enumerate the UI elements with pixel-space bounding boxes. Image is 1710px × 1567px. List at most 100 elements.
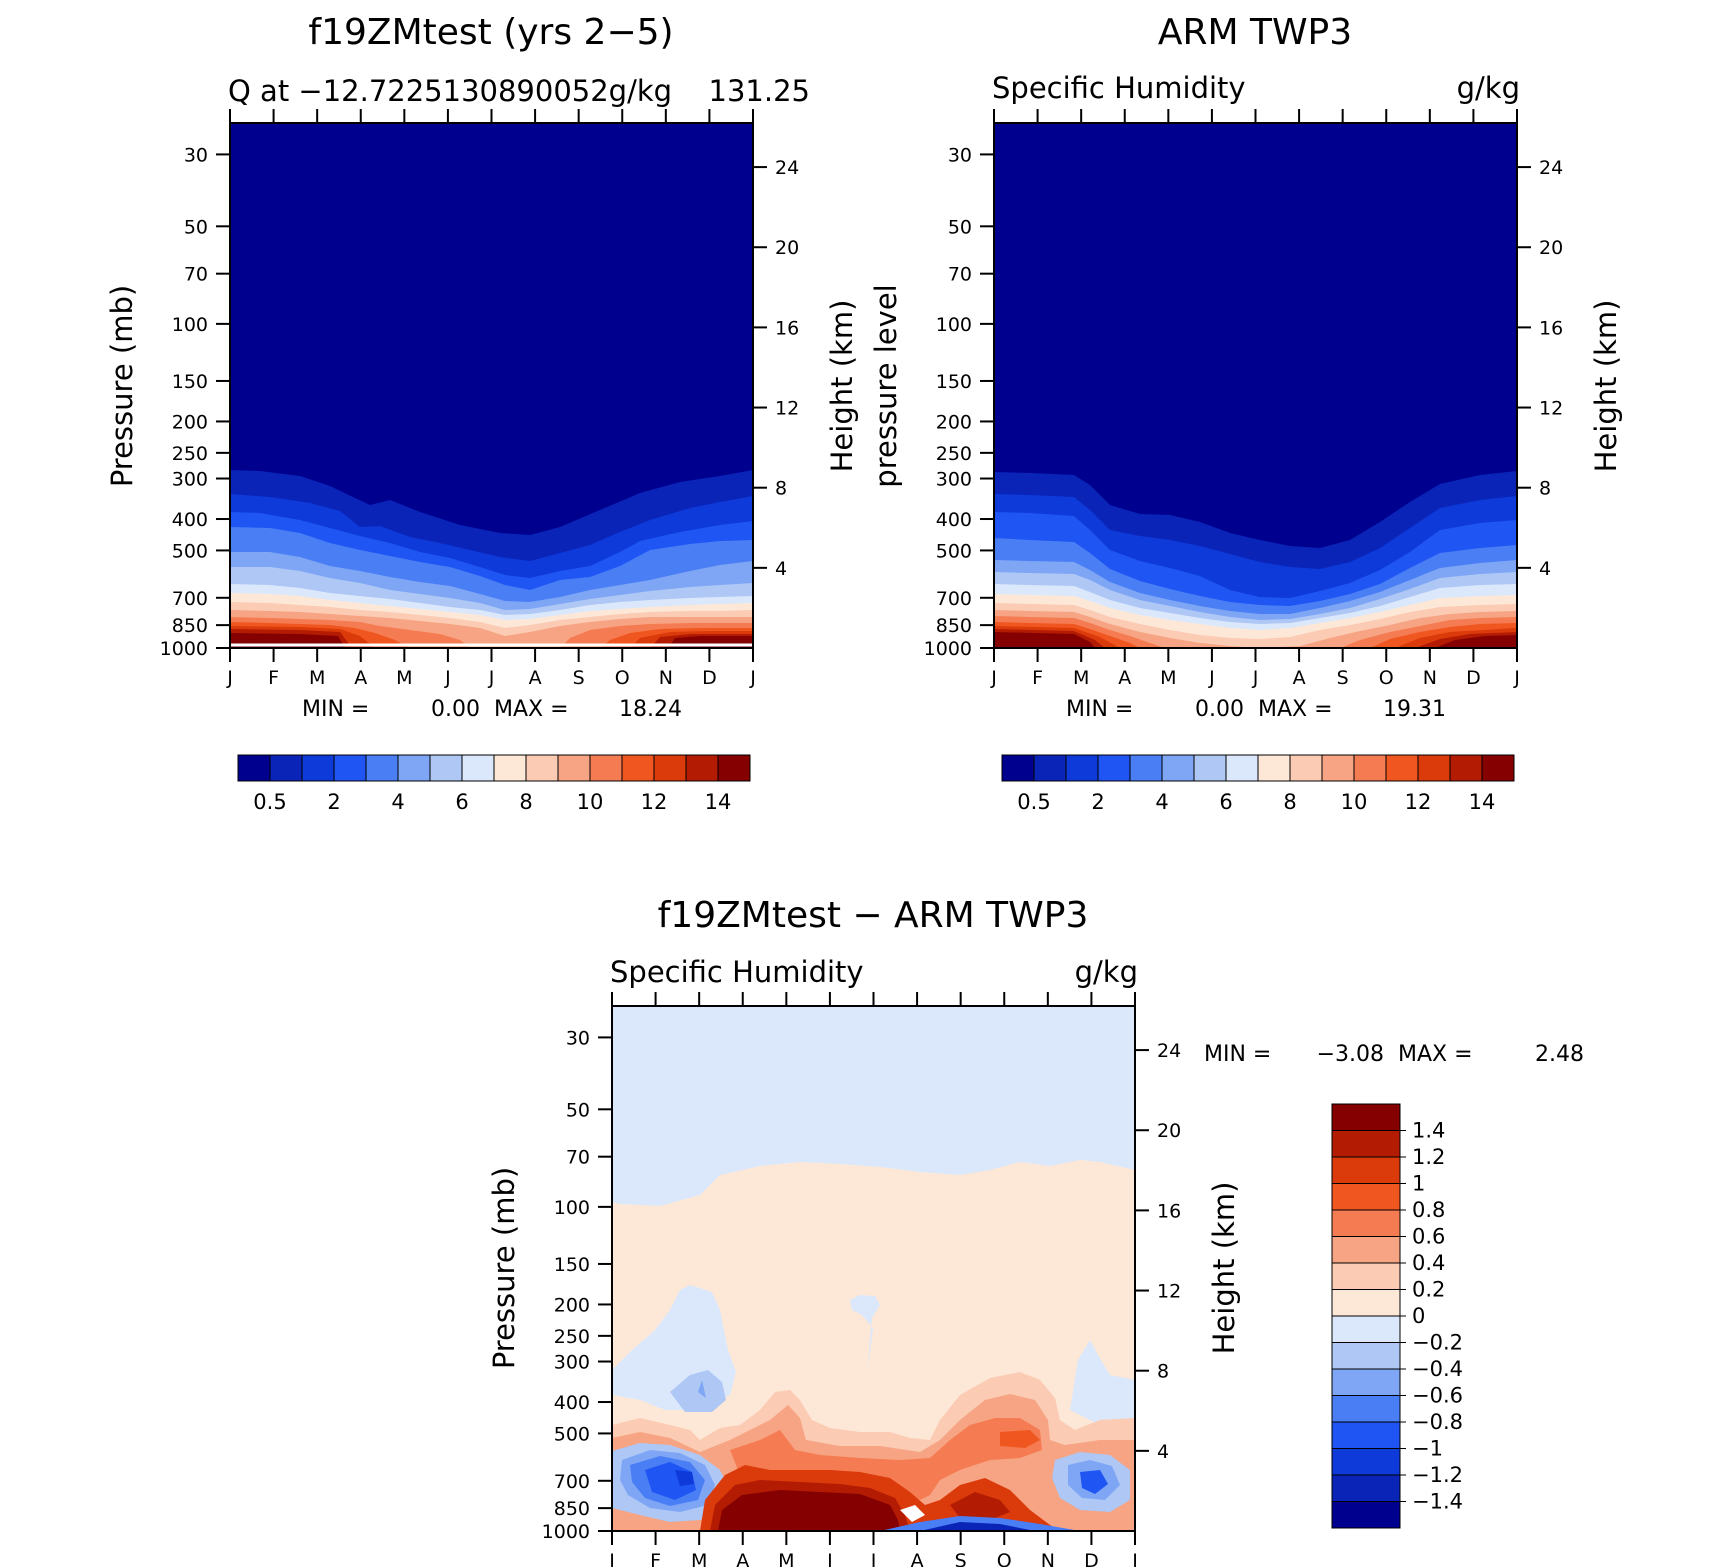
y2-axis-label: Height (km) xyxy=(1207,1182,1241,1355)
colorbar-box xyxy=(397,754,431,782)
colorbar: 0.5 2 4 6 8 10 12 14 xyxy=(1001,754,1515,814)
y-tick-label: 100 xyxy=(554,1197,590,1219)
x-tick-label: J xyxy=(749,667,756,689)
y2-tick-label: 8 xyxy=(1157,1361,1169,1383)
colorbar-box xyxy=(525,754,559,782)
colorbar-box xyxy=(1033,754,1067,782)
y2-axis: 24 20 16 12 8 4 xyxy=(1517,157,1563,580)
colorbar-label: 1.2 xyxy=(1412,1145,1445,1169)
y-tick-label: 400 xyxy=(936,509,972,531)
y-tick-label: 70 xyxy=(948,264,972,286)
colorbar-box xyxy=(1331,1262,1401,1290)
x-tick-label: S xyxy=(955,1550,967,1567)
y2-axis-label: Height (km) xyxy=(825,300,859,473)
colorbar-box xyxy=(1321,754,1355,782)
colorbar-box xyxy=(1331,1342,1401,1370)
x-tick-label: A xyxy=(736,1550,749,1567)
colorbar-label: 0.5 xyxy=(253,790,286,814)
colorbar-box xyxy=(237,754,271,782)
contour-level-0.8 xyxy=(1000,1430,1040,1448)
x-tick-label: F xyxy=(650,1550,661,1567)
contour-level-neg1.4 xyxy=(920,1522,1035,1531)
colorbar-box xyxy=(653,754,687,782)
colorbar-box xyxy=(1001,754,1035,782)
colorbar-label: −1.4 xyxy=(1412,1490,1463,1514)
colorbar-box xyxy=(557,754,591,782)
y-tick-label: 150 xyxy=(172,371,208,393)
colorbar-label: 0.4 xyxy=(1412,1251,1445,1275)
y-tick-label: 100 xyxy=(936,314,972,336)
y-tick-label: 250 xyxy=(172,443,208,465)
y-axis-label: pressure level xyxy=(869,284,903,487)
y-axis-label: Pressure (mb) xyxy=(487,1167,521,1369)
x-tick-label: N xyxy=(1041,1550,1055,1567)
x-tick-label: A xyxy=(1118,667,1131,689)
y2-tick-label: 20 xyxy=(775,237,799,259)
panel-difference: f19ZMtest − ARM TWP3 Specific Humidity g… xyxy=(487,895,1584,1567)
colorbar-box xyxy=(429,754,463,782)
y-tick-label: 300 xyxy=(554,1352,590,1374)
x-tick-label: J xyxy=(608,1550,615,1567)
y-tick-label: 700 xyxy=(172,588,208,610)
colorbar-label: 0.2 xyxy=(1412,1278,1445,1302)
y2-tick-label: 12 xyxy=(775,398,799,420)
stats: MIN = 0.00 MAX = 18.24 xyxy=(302,697,682,722)
contour-level-1.2 xyxy=(950,1492,1010,1520)
max-value: 19.31 xyxy=(1383,697,1446,722)
x-tick-label: J xyxy=(488,667,495,689)
colorbar-label: 0.8 xyxy=(1412,1198,1445,1222)
panel-right-label: 131.25 xyxy=(709,74,810,108)
y2-tick-label: 16 xyxy=(1157,1200,1181,1222)
x-tick-label: J xyxy=(444,667,451,689)
colorbar-label: 14 xyxy=(1469,790,1496,814)
y2-tick-label: 24 xyxy=(1539,157,1563,179)
y-tick-label: 150 xyxy=(554,1254,590,1276)
contour-field xyxy=(612,1006,1135,1531)
colorbar-label: 10 xyxy=(577,790,604,814)
min-value: −3.08 xyxy=(1317,1042,1384,1067)
colorbar-label: 1 xyxy=(1412,1172,1425,1196)
colorbar-label: 14 xyxy=(705,790,732,814)
x-tick-label: A xyxy=(354,667,367,689)
contour-level-13 xyxy=(230,626,753,648)
y2-tick-label: 16 xyxy=(1539,317,1563,339)
y2-tick-label: 12 xyxy=(1539,398,1563,420)
colorbar-box xyxy=(269,754,303,782)
y-tick-label: 30 xyxy=(566,1027,590,1049)
colorbar-label: 12 xyxy=(1405,790,1432,814)
colorbar-label: 0 xyxy=(1412,1304,1425,1328)
y-tick-label: 50 xyxy=(948,216,972,238)
x-tick-label: D xyxy=(1084,1550,1099,1567)
colorbar-box xyxy=(1331,1421,1401,1449)
x-tick-label: J xyxy=(1131,1550,1138,1567)
x-tick-label: N xyxy=(1423,667,1437,689)
x-tick-label: O xyxy=(1379,667,1394,689)
x-tick-label: J xyxy=(1513,667,1520,689)
y2-tick-label: 24 xyxy=(1157,1040,1181,1062)
colorbar-label: 8 xyxy=(1283,790,1296,814)
colorbar-box xyxy=(685,754,719,782)
colorbar-box xyxy=(493,754,527,782)
stats: MIN = −3.08 MAX = 2.48 xyxy=(1204,1042,1584,1067)
x-tick-label: J xyxy=(826,1550,833,1567)
x-tick-label: F xyxy=(268,667,279,689)
colorbar-box xyxy=(1481,754,1515,782)
x-tick-label: D xyxy=(1466,667,1481,689)
y2-axis-label: Height (km) xyxy=(1589,300,1623,473)
min-value: 0.00 xyxy=(1195,697,1244,722)
colorbar-label: 6 xyxy=(455,790,468,814)
colorbar-box xyxy=(1065,754,1099,782)
min-label: MIN = xyxy=(1204,1042,1271,1067)
colorbar-label: 10 xyxy=(1341,790,1368,814)
panel-left-label: Specific Humidity xyxy=(992,71,1246,105)
panel-title: f19ZMtest (yrs 2−5) xyxy=(308,12,673,53)
colorbar-box xyxy=(1331,1289,1401,1317)
colorbar-label: −0.4 xyxy=(1412,1357,1463,1381)
y-tick-label: 700 xyxy=(554,1471,590,1493)
colorbar-box xyxy=(1331,1395,1401,1423)
colorbar-box xyxy=(1331,1156,1401,1184)
x-tick-label: J xyxy=(1252,667,1259,689)
